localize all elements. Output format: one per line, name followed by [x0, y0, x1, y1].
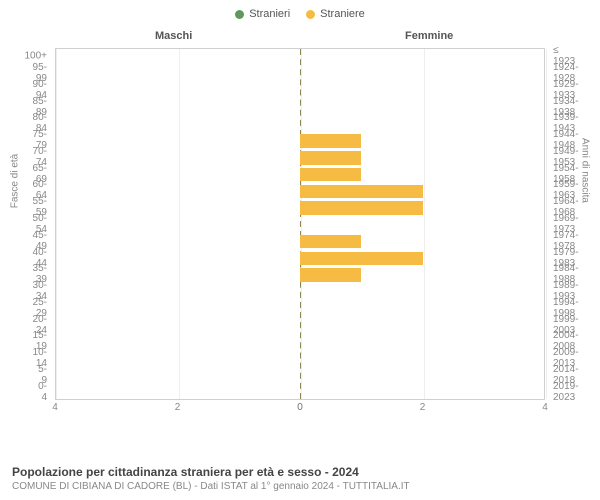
age-label: 0-4	[38, 381, 47, 403]
chart-title: Popolazione per cittadinanza straniera p…	[12, 465, 410, 479]
legend-item-f: Straniere	[306, 8, 365, 20]
x-tick-label: 0	[297, 402, 303, 413]
x-tick-label: 4	[542, 402, 548, 413]
chart-subtitle: COMUNE DI CIBIANA DI CADORE (BL) - Dati …	[12, 481, 410, 492]
legend-label-m: Stranieri	[249, 8, 290, 20]
age-row	[56, 334, 544, 351]
age-row	[56, 217, 544, 234]
legend-dot-m	[235, 10, 244, 19]
bar-female	[300, 151, 361, 165]
x-tick-label: 2	[175, 402, 181, 413]
age-row	[56, 250, 544, 267]
age-row	[56, 200, 544, 217]
x-tick-label: 2	[420, 402, 426, 413]
age-row	[56, 384, 544, 401]
age-row	[56, 99, 544, 116]
plot	[55, 48, 545, 400]
y-axis-title-right: Anni di nascita	[580, 138, 591, 203]
legend-label-f: Straniere	[320, 8, 365, 20]
age-row	[56, 233, 544, 250]
age-row	[56, 66, 544, 83]
bar-female	[300, 168, 361, 182]
gridline	[546, 49, 547, 399]
y-axis-title-left: Fasce di età	[10, 154, 21, 208]
age-row	[56, 267, 544, 284]
bar-female	[300, 201, 423, 215]
birth-year-label: 2019-2023	[553, 381, 579, 403]
age-row	[56, 284, 544, 301]
bar-female	[300, 134, 361, 148]
age-label: 100+	[24, 51, 47, 62]
x-tick-label: 4	[52, 402, 58, 413]
age-row	[56, 367, 544, 384]
legend: Stranieri Straniere	[0, 0, 600, 20]
age-row	[56, 49, 544, 66]
chart-area: Maschi Femmine Fasce di età Anni di nasc…	[55, 30, 545, 430]
bar-female	[300, 268, 361, 282]
legend-dot-f	[306, 10, 315, 19]
age-row	[56, 116, 544, 133]
footer: Popolazione per cittadinanza straniera p…	[12, 465, 410, 492]
header-maschi: Maschi	[155, 30, 192, 42]
age-row	[56, 183, 544, 200]
age-row	[56, 317, 544, 334]
bar-female	[300, 235, 361, 249]
age-row	[56, 133, 544, 150]
bar-female	[300, 185, 423, 199]
legend-item-m: Stranieri	[235, 8, 290, 20]
bar-female	[300, 252, 423, 266]
age-row	[56, 351, 544, 368]
age-row	[56, 300, 544, 317]
age-row	[56, 150, 544, 167]
age-row	[56, 166, 544, 183]
header-femmine: Femmine	[405, 30, 453, 42]
age-row	[56, 83, 544, 100]
